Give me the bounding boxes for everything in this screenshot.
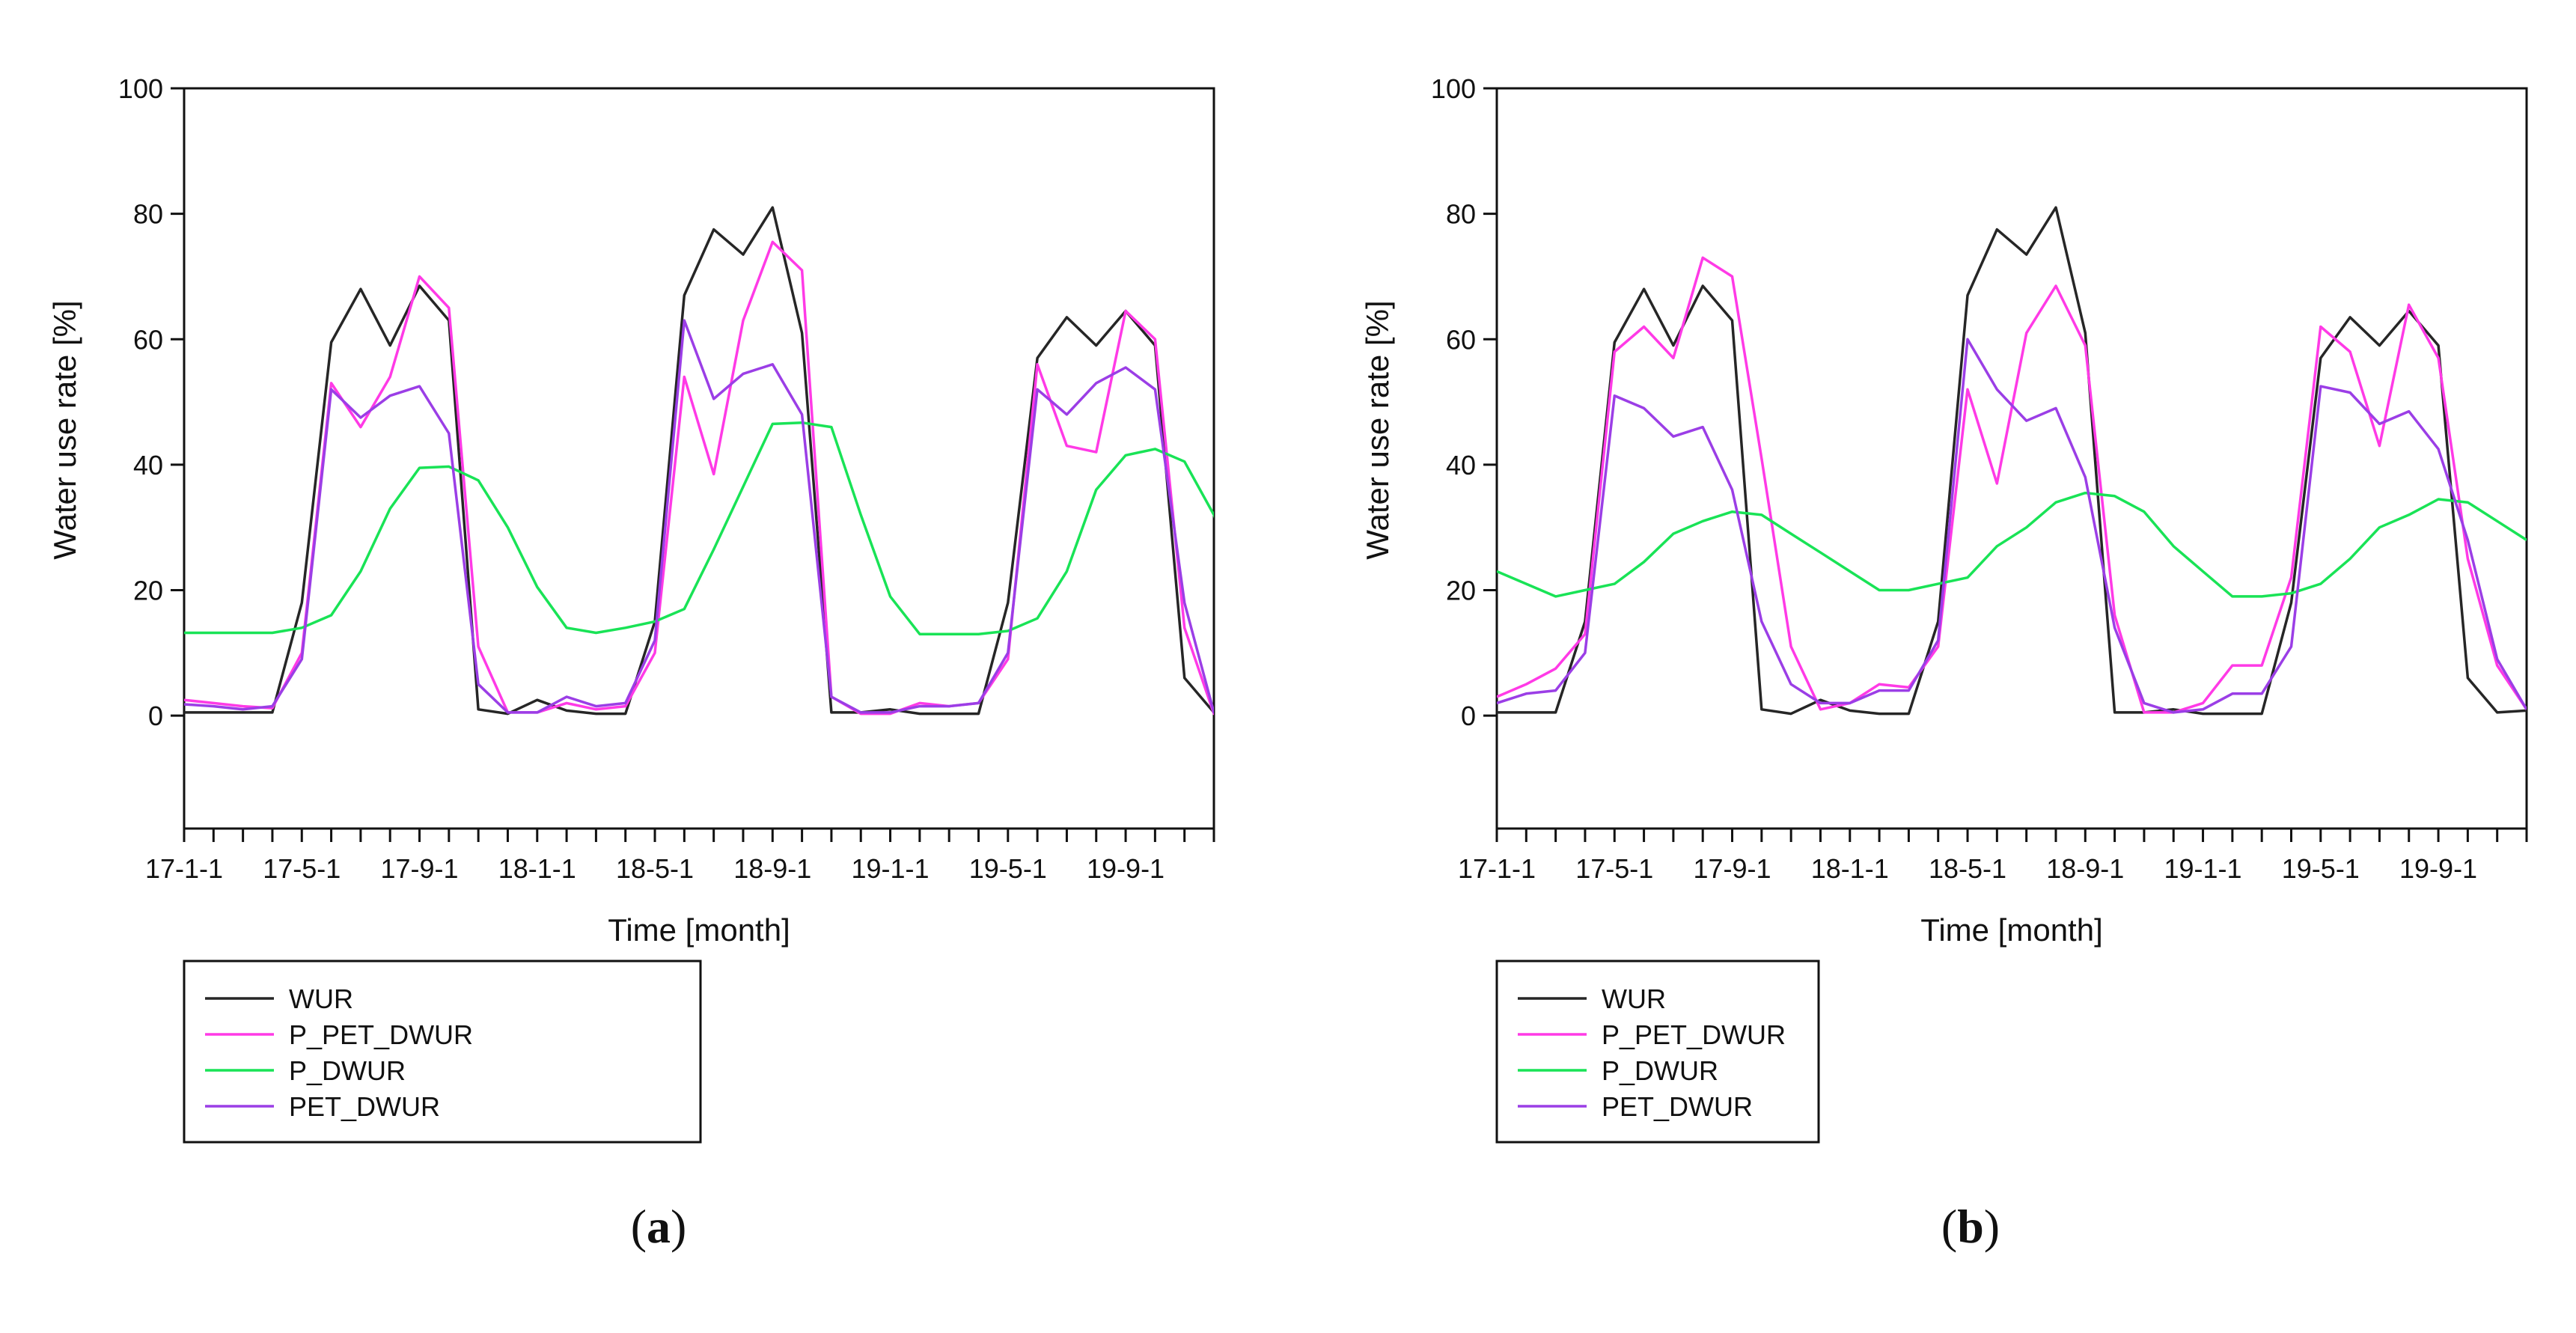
x-tick-label: 19-5-1 bbox=[2282, 853, 2360, 884]
x-axis-title: Time [month] bbox=[1920, 912, 2103, 948]
y-tick-label: 100 bbox=[1431, 73, 1476, 104]
panel-label-close: ) bbox=[671, 1200, 686, 1253]
x-axis-title: Time [month] bbox=[608, 912, 790, 948]
plot-frame bbox=[183, 87, 1215, 830]
panel-label-open: ( bbox=[631, 1200, 647, 1253]
panel-label-letter: a bbox=[647, 1200, 671, 1253]
legend-label: P_DWUR bbox=[1602, 1055, 1718, 1086]
x-tick-label: 17-1-1 bbox=[145, 853, 223, 884]
legend-box bbox=[1495, 960, 1820, 1144]
y-tick-label: 20 bbox=[1446, 576, 1476, 606]
y-tick-label: 60 bbox=[133, 324, 163, 355]
y-tick-label: 40 bbox=[133, 450, 163, 481]
x-tick-label: 19-1-1 bbox=[852, 853, 930, 884]
legend-label: PET_DWUR bbox=[289, 1091, 440, 1122]
series-group bbox=[1497, 206, 2527, 716]
panel-label: (b) bbox=[1941, 1200, 2000, 1253]
x-tick-label: 17-5-1 bbox=[263, 853, 341, 884]
plot-frame bbox=[1495, 87, 2528, 830]
x-tick-label: 18-5-1 bbox=[1929, 853, 2006, 884]
x-tick-label: 19-1-1 bbox=[2164, 853, 2242, 884]
y-axis-title: Water use rate [%] bbox=[1360, 300, 1395, 559]
y-tick-label: 80 bbox=[133, 199, 163, 230]
x-tick-label: 18-9-1 bbox=[733, 853, 811, 884]
legend-label: P_PET_DWUR bbox=[289, 1019, 473, 1050]
x-tick-label: 18-5-1 bbox=[616, 853, 694, 884]
series-line-wur bbox=[1497, 206, 2527, 716]
panel-a: 0 20 40 60 80 100 17-1-1 17-5-1 17-9-1 18-1-1 18-5… bbox=[47, 73, 1215, 1253]
y-tick-label: 100 bbox=[118, 73, 163, 104]
legend-label: PET_DWUR bbox=[1602, 1091, 1753, 1122]
x-tick-label: 18-1-1 bbox=[1811, 853, 1889, 884]
series-group bbox=[184, 206, 1214, 716]
x-tick-label: 17-9-1 bbox=[380, 853, 458, 884]
legend-label: WUR bbox=[1602, 983, 1666, 1014]
legend-label: P_PET_DWUR bbox=[1602, 1019, 1786, 1050]
series-line-p-pet-dwur bbox=[1497, 256, 2527, 714]
series-line-pet-dwur bbox=[1497, 338, 2527, 714]
y-tick-label: 40 bbox=[1446, 450, 1476, 481]
series-line-wur bbox=[184, 206, 1214, 716]
legend-label: P_DWUR bbox=[289, 1055, 406, 1086]
x-tick-label: 17-9-1 bbox=[1693, 853, 1771, 884]
legend-box bbox=[183, 960, 702, 1144]
y-axis-title: Water use rate [%] bbox=[47, 300, 82, 559]
series-line-p-pet-dwur bbox=[184, 240, 1214, 716]
x-tick-label: 18-1-1 bbox=[498, 853, 576, 884]
y-tick-label: 0 bbox=[148, 701, 163, 731]
y-tick-label: 80 bbox=[1446, 199, 1476, 230]
series-line-pet-dwur bbox=[184, 319, 1214, 714]
panel-b: 0 20 40 60 80 100 17-1-1 17-5-1 17-9-1 18-1-1 18-5… bbox=[1360, 73, 2528, 1253]
series-line-p-dwur bbox=[1497, 491, 2527, 598]
panel-label-open: ( bbox=[1941, 1200, 1957, 1253]
y-tick-label: 0 bbox=[1461, 701, 1476, 731]
series-line-p-dwur bbox=[184, 421, 1214, 635]
legend-label: WUR bbox=[289, 983, 353, 1014]
panel-label-letter: b bbox=[1957, 1200, 1984, 1253]
y-tick-label: 20 bbox=[133, 576, 163, 606]
x-tick-label: 17-5-1 bbox=[1575, 853, 1653, 884]
y-tick-label: 60 bbox=[1446, 324, 1476, 355]
panel-label-close: ) bbox=[1984, 1200, 2000, 1253]
x-tick-label: 17-1-1 bbox=[1458, 853, 1536, 884]
x-tick-label: 19-5-1 bbox=[969, 853, 1047, 884]
x-tick-label: 19-9-1 bbox=[2399, 853, 2477, 884]
x-tick-label: 19-9-1 bbox=[1087, 853, 1165, 884]
x-tick-label: 18-9-1 bbox=[2046, 853, 2124, 884]
panel-label: (a) bbox=[631, 1200, 687, 1253]
